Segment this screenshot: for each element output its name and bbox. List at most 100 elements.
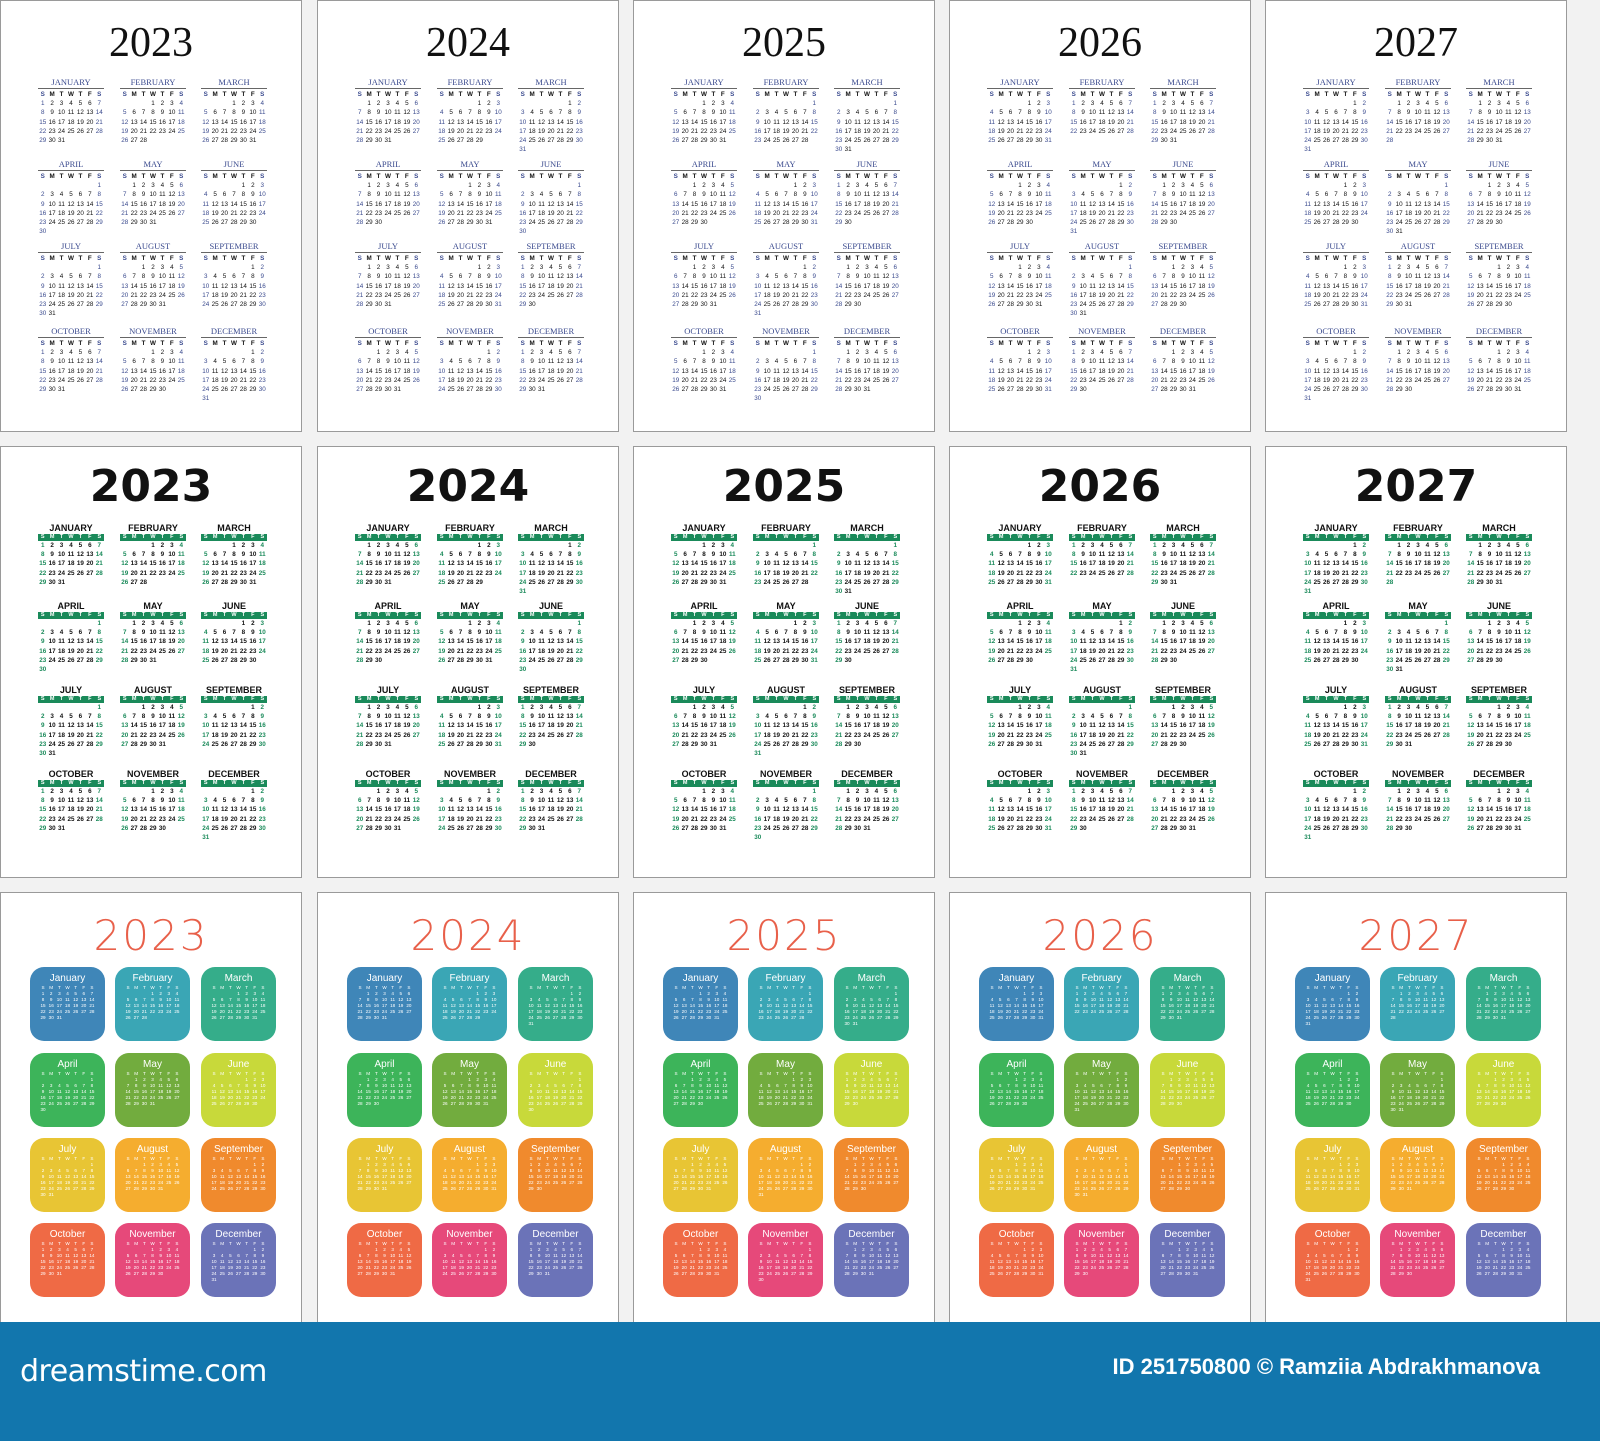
calendar-card-2026-bold-green-header[interactable]: 2026 JANUARY S M T W T F S 1 2 3 4 5 6 7 8 9 10 11 12 13 14 15 1… (949, 446, 1251, 878)
month-title: MARCH (518, 77, 584, 89)
calendar-card-2027-bold-green-header[interactable]: 2027 JANUARY S M T W T F S 1 2 3 4 5 6 7 8 9 10 11 12 13 14 15 1… (1265, 446, 1567, 878)
weekday-label: W (783, 534, 789, 540)
day-cell: 16 (1170, 200, 1178, 208)
empty-cell (220, 541, 229, 550)
day-cell: 13 (221, 638, 229, 646)
day-cell: 12 (1198, 629, 1206, 637)
calendar-card-2024-classic-serif[interactable]: 2024 JANUARY S M T W T F S 1 2 3 4 5 6 7 8 9 10 11 12 13 14 15 1… (317, 0, 619, 432)
day-cell: 18 (1313, 569, 1321, 577)
day-cell: 5 (458, 358, 463, 366)
day-cell: 23 (754, 824, 762, 832)
day-cell: 7 (577, 349, 582, 357)
weekday-label: T (1027, 173, 1032, 180)
day-cell: 11 (1524, 358, 1531, 366)
day-cell: 21 (95, 118, 103, 126)
weekday-label: M (682, 173, 688, 180)
day-cell: 17 (763, 127, 771, 135)
day-cell: 1 (1353, 100, 1357, 108)
month-title: FEBRUARY (437, 77, 503, 89)
day-cell: 26 (556, 291, 564, 299)
day-cell: 4 (1100, 542, 1104, 549)
day-cell: 24 (58, 127, 66, 135)
calendar-card-2027-classic-serif[interactable]: 2027 JANUARY S M T W T F S 1 2 3 4 5 6 7 8 9 10 11 12 13 14 15 1… (1265, 0, 1567, 432)
day-grid: 1 2 3 4 5 6 7 8 9 10 11 12 13 14 15 16 17 18 19 20 21 22 23 24 2… (201, 181, 267, 227)
month-title: NOVEMBER (1075, 769, 1128, 779)
day-cell: 26 (403, 291, 411, 299)
empty-cell (1006, 619, 1015, 628)
day-cell: 4 (874, 788, 879, 795)
calendar-card-2026-classic-serif[interactable]: 2026 JANUARY S M T W T F S 1 2 3 4 5 6 7 8 9 10 11 12 13 14 15 1… (949, 0, 1251, 432)
day-cell: 13 (86, 109, 94, 117)
day-cell: 13 (997, 722, 1005, 730)
calendar-card-2023-classic-serif[interactable]: 2023 JANUARY S M T W T F S 1 2 3 4 5 6 7 8 9 10 11 12 13 14 15 1… (0, 0, 302, 432)
empty-cell (690, 787, 699, 796)
day-cell: 12 (1467, 282, 1475, 290)
calendar-card-2023-bold-green-header[interactable]: 2023 JANUARY S M T W T F S 1 2 3 4 5 6 7 8 9 10 11 12 13 14 15 1… (0, 446, 302, 878)
day-cell: 18 (58, 291, 66, 299)
day-grid: 1 2 3 4 5 6 7 8 9 10 11 12 13 14 15 16 17 18 19 20 21 22 23 24 2… (1150, 787, 1216, 833)
day-cell: 13 (1523, 109, 1531, 117)
day-cell: 23 (48, 815, 56, 823)
day-cell: 17 (763, 815, 771, 823)
day-cell: 21 (882, 127, 890, 135)
day-cell: 16 (475, 638, 483, 646)
day-cell: 28 (1332, 218, 1340, 226)
day-cell: 25 (393, 569, 401, 577)
day-cell: 8 (1018, 191, 1022, 199)
empty-cell (527, 619, 536, 628)
day-cell: 13 (230, 806, 238, 814)
day-cell: 10 (1188, 358, 1196, 366)
day-grid: 1 2 3 4 5 6 7 8 9 10 11 12 13 14 15 16 17 18 19 20 21 22 23 24 2… (120, 703, 186, 749)
day-cell: 23 (158, 815, 166, 823)
day-cell: 20 (1323, 209, 1331, 217)
weekday-label: S (1525, 534, 1530, 540)
day-cell: 19 (1207, 282, 1215, 290)
day-cell: 9 (260, 273, 265, 281)
day-cell: 21 (1117, 731, 1125, 739)
month-title: SEPTEMBER (838, 685, 895, 695)
day-cell: 18 (67, 806, 75, 814)
empty-cell (465, 263, 474, 272)
day-cell: 3 (1362, 620, 1367, 627)
day-cell: 1 (846, 788, 850, 795)
day-cell: 3 (1190, 264, 1195, 272)
day-cell: 18 (538, 209, 546, 217)
day-cell: 20 (412, 638, 420, 646)
day-cell: 3 (855, 620, 860, 627)
weekday-label: T (1343, 340, 1348, 347)
day-cell: 12 (763, 638, 771, 646)
day-cell: 20 (782, 731, 790, 739)
day-cell: 28 (1442, 291, 1450, 299)
day-cell: 16 (239, 560, 247, 568)
day-cell: 5 (989, 191, 994, 199)
day-cell: 10 (538, 713, 546, 721)
empty-cell (220, 348, 229, 357)
weekday-label: F (87, 91, 92, 98)
calendar-card-2025-classic-serif[interactable]: 2025 JANUARY S M T W T F S 1 2 3 4 5 6 7 8 9 10 11 12 13 14 15 1… (633, 0, 935, 432)
calendar-card-2024-bold-green-header[interactable]: 2024 JANUARY S M T W T F S 1 2 3 4 5 6 7 8 9 10 11 12 13 14 15 1… (317, 446, 619, 878)
weekday-label: T (774, 91, 779, 98)
weekday-label: M (764, 696, 770, 702)
day-cell: 31 (863, 385, 871, 393)
day-cell: 3 (59, 542, 64, 549)
calendar-card-2025-bold-green-header[interactable]: 2025 JANUARY S M T W T F S 1 2 3 4 5 6 7 8 9 10 11 12 13 14 15 1… (633, 446, 935, 878)
weekday-label: S (812, 173, 817, 180)
day-cell: 5 (865, 551, 869, 559)
day-cell: 28 (566, 218, 574, 226)
month-block: OCTOBER S M T W T F S 1 2 3 4 5 6 7 8 9 10 11 12 13 14 15 16 17 1… (671, 326, 737, 394)
day-cell: 16 (528, 806, 536, 814)
day-grid: 1 2 3 4 5 6 7 8 9 10 11 12 13 14 15 16 17 18 19 20 21 22 23 24 2… (518, 348, 584, 394)
empty-cell (1423, 181, 1432, 190)
day-cell: 20 (1476, 376, 1484, 384)
day-cell: 22 (365, 127, 373, 135)
day-cell: 30 (258, 740, 266, 748)
empty-cell (1006, 348, 1015, 357)
weekday-label: W (1180, 780, 1186, 786)
day-cell: 7 (1109, 629, 1114, 637)
